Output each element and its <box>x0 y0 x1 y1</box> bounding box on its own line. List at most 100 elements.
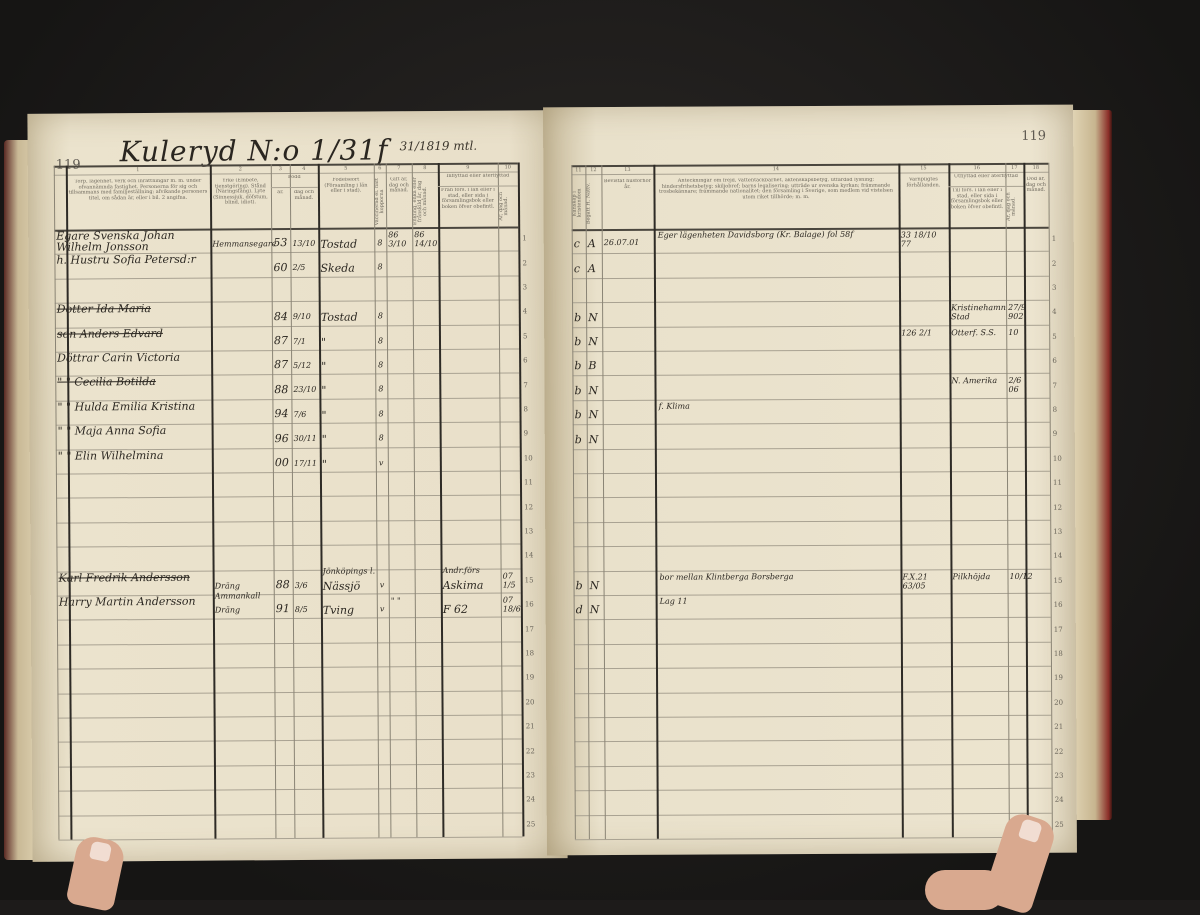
entry-name: Harry Martin Andersson <box>58 594 196 609</box>
column-number: 5 <box>344 165 348 172</box>
right-page-number: 119 <box>1021 128 1047 144</box>
row-number: 1 <box>522 234 527 243</box>
row-rule <box>574 739 1052 743</box>
column-header-born-date: dag och månad. <box>293 189 314 201</box>
entry-born-year: 91 <box>275 602 290 616</box>
entry-moved-out-to: Otterf. S.S. <box>951 327 997 337</box>
row-number: 12 <box>1053 503 1063 512</box>
row-rule <box>574 812 1052 816</box>
column-header-widowed: Enkling, enka eller frånskild år, dag oc… <box>412 177 429 226</box>
column-number: 16 <box>973 165 981 172</box>
entry-born-year: 87 <box>274 358 289 372</box>
entry-occupation: Dräng <box>214 580 241 591</box>
entry-communion: N <box>588 335 598 349</box>
row-number: 25 <box>526 820 536 829</box>
column-number: 18 <box>1032 164 1040 171</box>
entry-moved-out-to: N. Amerika <box>951 376 998 386</box>
entry-military: 126 2/1 <box>901 327 932 338</box>
entry-moved-in-from: Askima <box>442 578 484 592</box>
entry-moved-out-date: 10 <box>1008 327 1019 337</box>
column-number: 6 <box>378 165 382 172</box>
column-number: 2 <box>238 166 242 173</box>
column-number: 14 <box>772 166 780 173</box>
entry-born-year: 94 <box>274 407 289 421</box>
column-header-examination: Bevistat husförhör år. <box>603 178 651 190</box>
column-rule <box>53 165 60 840</box>
entry-birthplace: Tostad <box>320 310 358 325</box>
entry-knowledge: b <box>574 383 582 398</box>
left-register-page: 119 Kuleryd N:o 1/31f 31/1819 mtl. 12345… <box>27 110 568 862</box>
entry-knowledge: b <box>574 432 582 446</box>
entry-moved-in-date: 07 18/6 <box>502 595 521 614</box>
column-rule <box>1023 162 1029 837</box>
entry-married: 86 3/10 <box>388 230 407 249</box>
column-rule <box>1005 162 1010 837</box>
row-rule <box>58 836 523 841</box>
entry-occupation-note: Ammankall <box>214 591 261 601</box>
row-rule <box>574 714 1052 719</box>
entry-name: " " Elin Wilhelmina <box>57 448 164 463</box>
row-number: 23 <box>525 771 535 780</box>
row-number: 14 <box>1053 552 1063 561</box>
column-group-header: Född <box>288 174 301 181</box>
column-number: 9 <box>466 164 470 171</box>
entry-name: Karl Fredrik Andersson <box>58 570 190 585</box>
column-rule <box>437 162 445 837</box>
column-rule <box>898 163 904 838</box>
row-rule <box>572 348 1050 353</box>
entry-knowledge: b <box>574 335 582 349</box>
row-rule <box>573 665 1051 670</box>
row-rule <box>572 397 1050 402</box>
row-number: 8 <box>1052 405 1058 414</box>
row-number: 6 <box>1052 356 1057 365</box>
entry-knowledge: b <box>574 408 582 422</box>
row-number: 12 <box>524 502 534 512</box>
entry-knowledge: b <box>574 310 582 324</box>
row-rule <box>573 519 1051 524</box>
entry-born-date: 30/11 <box>293 434 317 444</box>
column-header-name: Torp, lägenhet, verk och inrättningar m.… <box>68 178 208 201</box>
entry-born-date: 5/12 <box>293 360 312 371</box>
entry-birthplace: " <box>321 384 327 398</box>
entry-mark: 8 <box>377 311 383 321</box>
entry-communion: N <box>589 603 600 617</box>
row-number: 21 <box>525 722 535 731</box>
row-number: 4 <box>1052 308 1057 317</box>
right-register-page: 119 1 2 3 4 5 6 7 8 9 10 11 12 13 14 15 16 17 18 19 20 21 22 2… <box>543 104 1077 856</box>
row-rule <box>573 641 1051 646</box>
column-number: 3 <box>278 166 282 173</box>
row-rule <box>574 690 1052 694</box>
entry-moved-out-date: 2/6 06 <box>1008 376 1022 395</box>
column-header-communion: Begått H. Nattv. <box>586 182 592 224</box>
entry-remarks: bor mellan Klintberga Borsberga <box>659 571 794 582</box>
entry-communion: N <box>588 408 599 422</box>
entry-moved-in-date: 07 1/5 <box>502 571 516 590</box>
entry-born-year: 60 <box>273 260 288 274</box>
column-rule <box>497 162 504 837</box>
right-hand <box>925 870 1005 910</box>
row-rule <box>573 592 1051 597</box>
column-header-died: Död år, dag och månad. <box>1025 176 1046 193</box>
entry-widowed: 86 14/10 <box>414 230 438 249</box>
row-rule <box>56 616 521 622</box>
row-number: 6 <box>523 356 528 365</box>
entry-knowledge: b <box>575 579 583 593</box>
entry-born-year: 87 <box>273 334 289 348</box>
entry-birthplace: Skeda <box>320 261 355 276</box>
entry-name: Dotter Ida Maria <box>56 302 151 316</box>
column-header-remarks: Anteckningar om frejd, vattentäckbarhet,… <box>658 177 893 200</box>
entry-name: h. Hustru Sofia Petersd:r <box>56 253 196 268</box>
entry-married: " " <box>390 596 401 606</box>
row-number: 22 <box>1054 747 1064 756</box>
row-rule <box>57 763 522 768</box>
entry-born-year: 96 <box>274 431 289 445</box>
row-number: 22 <box>525 746 535 756</box>
row-number: 10 <box>523 454 533 463</box>
row-number: 24 <box>526 795 536 804</box>
entry-name: " " Maja Anna Sofia <box>57 424 167 438</box>
entry-birthplace: " <box>321 432 327 447</box>
row-rule <box>574 763 1052 768</box>
row-number: 5 <box>1052 332 1057 341</box>
entry-moved-out-date: 10/12 <box>1009 571 1033 581</box>
column-header-moved-in-date: År, dag och månad. <box>498 191 510 221</box>
